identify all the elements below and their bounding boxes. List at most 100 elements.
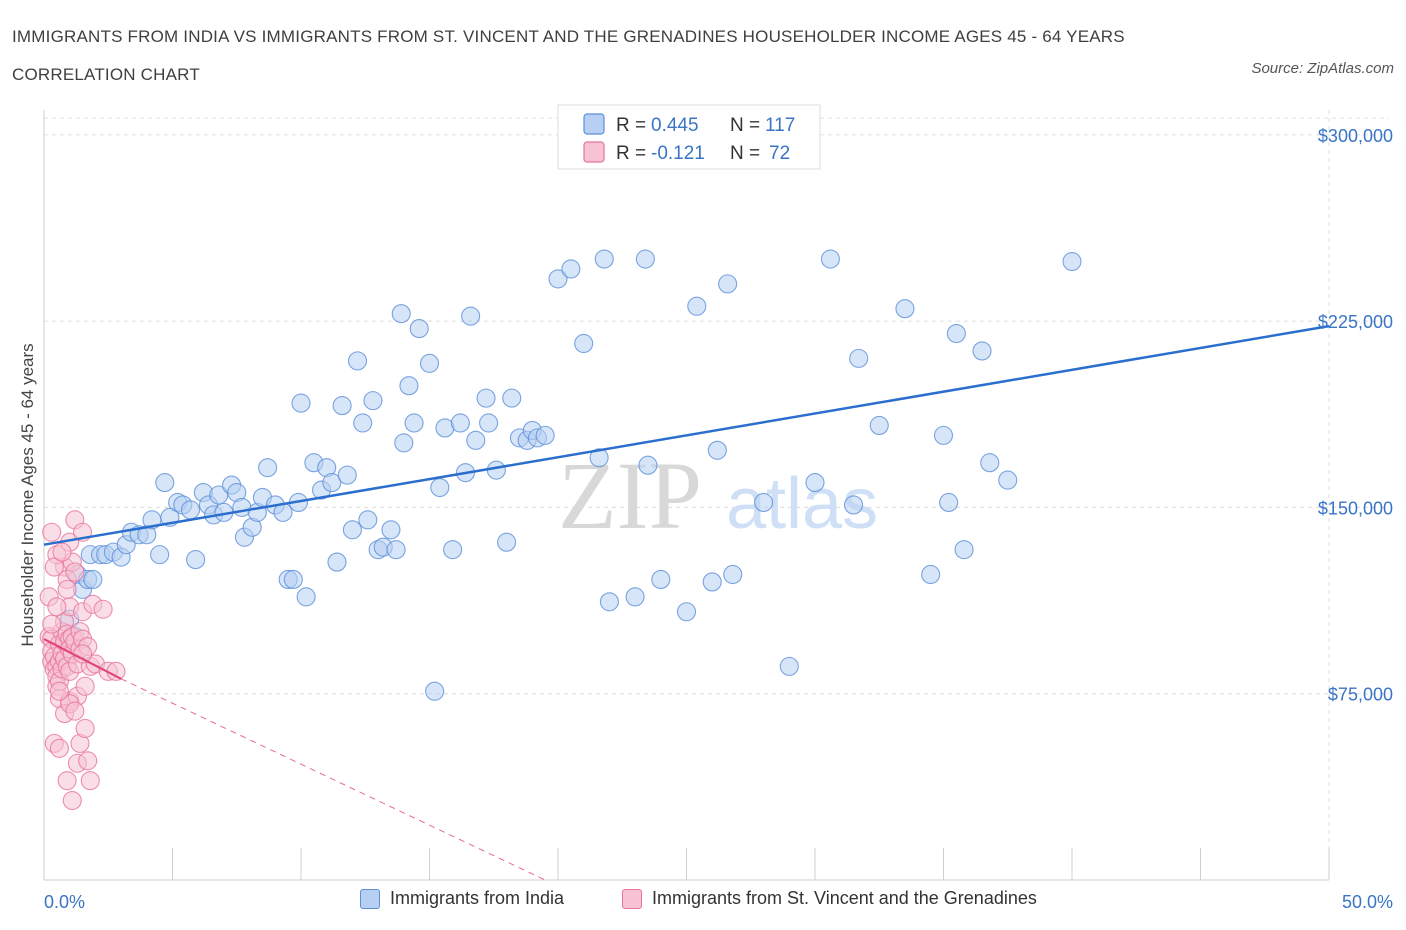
legend-swatch-india [583,113,605,135]
point-india-36 [258,458,278,478]
point-stvincent-54 [62,790,82,811]
point-india-48 [327,552,347,572]
point-stvincent-50 [106,661,126,681]
point-india-70 [450,413,470,433]
point-india-40 [283,569,303,590]
point-india-95 [687,296,707,316]
trend-lines [43,324,1330,881]
point-stvincent-59 [80,771,100,791]
axes [43,110,1330,881]
watermark-zip: ZIP [558,442,702,549]
point-india-111 [954,540,974,560]
legend-n-value-stvincent: 72 [769,143,790,164]
y-axis-label: Householder Income Ages 45 - 64 years [18,343,37,646]
point-stvincent-66 [42,614,62,634]
legend-swatch-stvincent [583,141,605,163]
point-india-67 [430,477,450,498]
point-india-63 [404,413,424,433]
legend-r-value-stvincent: -0.121 [651,143,705,164]
point-india-100 [754,492,774,513]
point-india-54 [358,510,378,530]
legend-bottom: Immigrants from India Immigrants from St… [0,888,1406,918]
legend-item-stvincent[interactable]: Immigrants from St. Vincent and the Gren… [622,888,1037,909]
legend-label-india: Immigrants from India [390,888,565,908]
point-india-116 [1062,251,1082,272]
point-india-88 [594,249,614,269]
point-stvincent-70 [49,681,69,701]
point-india-93 [651,569,671,590]
y-tick-label-0: $75,000 [1328,685,1393,705]
point-india-17 [150,545,170,565]
point-india-64 [409,319,429,339]
legend-swatch-india-bottom [360,888,380,909]
point-india-77 [497,532,517,552]
point-india-113 [972,341,992,361]
point-india-42 [291,393,311,413]
legend-n-label-2: N = [730,143,760,164]
legend-item-india[interactable]: Immigrants from India [360,888,564,909]
point-india-104 [843,495,864,515]
y-tick-label-1: $150,000 [1318,498,1393,518]
point-india-51 [342,520,362,540]
point-india-89 [599,592,619,612]
point-india-110 [939,492,959,513]
source-label: Source: ZipAtlas.com [1251,60,1394,77]
trend-extension-stvincent [120,678,546,881]
point-stvincent-53 [57,771,77,791]
point-stvincent-62 [44,557,64,577]
point-india-102 [805,473,825,493]
point-stvincent-65 [47,597,67,617]
point-india-23 [186,550,206,570]
point-india-97 [707,440,727,460]
legend-swatch-stvincent-bottom [622,888,642,909]
legend-n-value-india: 117 [765,115,795,136]
point-india-47 [322,473,342,493]
point-india-84 [548,269,568,289]
point-india-101 [779,656,799,676]
point-stvincent-69 [65,701,85,721]
point-india-114 [980,453,1000,473]
point-india-62 [399,376,419,396]
point-india-91 [635,249,655,269]
legend-label-stvincent: Immigrants from St. Vincent and the Gren… [652,888,1037,908]
legend-r-label: R = [616,115,646,136]
y-tick-labels: $75,000 $150,000 $225,000 $300,000 [1318,126,1393,705]
point-india-85 [561,259,581,279]
point-india-86 [574,333,594,354]
point-india-66 [425,681,445,701]
point-india-69 [443,540,463,560]
point-stvincent-48 [93,599,113,619]
y-tick-label-2: $225,000 [1318,312,1393,332]
point-india-74 [476,388,496,408]
point-india-53 [353,413,373,433]
trend-line-india [43,324,1330,546]
point-india-112 [946,323,966,344]
point-india-22 [180,500,201,520]
point-india-99 [723,564,743,585]
point-india-59 [386,540,406,560]
x-tick-label-min: 0.0% [44,892,85,912]
point-india-72 [461,306,481,326]
point-india-106 [869,415,889,436]
point-india-94 [676,602,697,622]
chart-title: IMMIGRANTS FROM INDIA VS IMMIGRANTS FROM… [12,27,1125,84]
point-india-50 [337,465,357,485]
legend-r-label-2: R = [616,143,646,164]
y-tick-label-3: $300,000 [1318,126,1393,146]
legend-top: R = 0.445 N = 117 R = -0.121 N = 72 [557,104,821,170]
point-india-52 [347,351,368,371]
legend-r-value-india: 0.445 [651,115,699,136]
point-india-7 [83,569,103,590]
point-stvincent-52 [49,738,69,758]
point-stvincent-43 [75,676,95,696]
point-stvincent-63 [52,542,72,562]
point-stvincent-60 [42,522,62,542]
point-india-87 [589,448,609,468]
x-tick-label-max: 50.0% [1342,892,1393,912]
point-stvincent-34 [65,562,85,582]
point-india-58 [381,520,401,540]
point-india-76 [486,460,506,480]
point-india-96 [702,572,722,592]
point-india-61 [394,433,414,453]
